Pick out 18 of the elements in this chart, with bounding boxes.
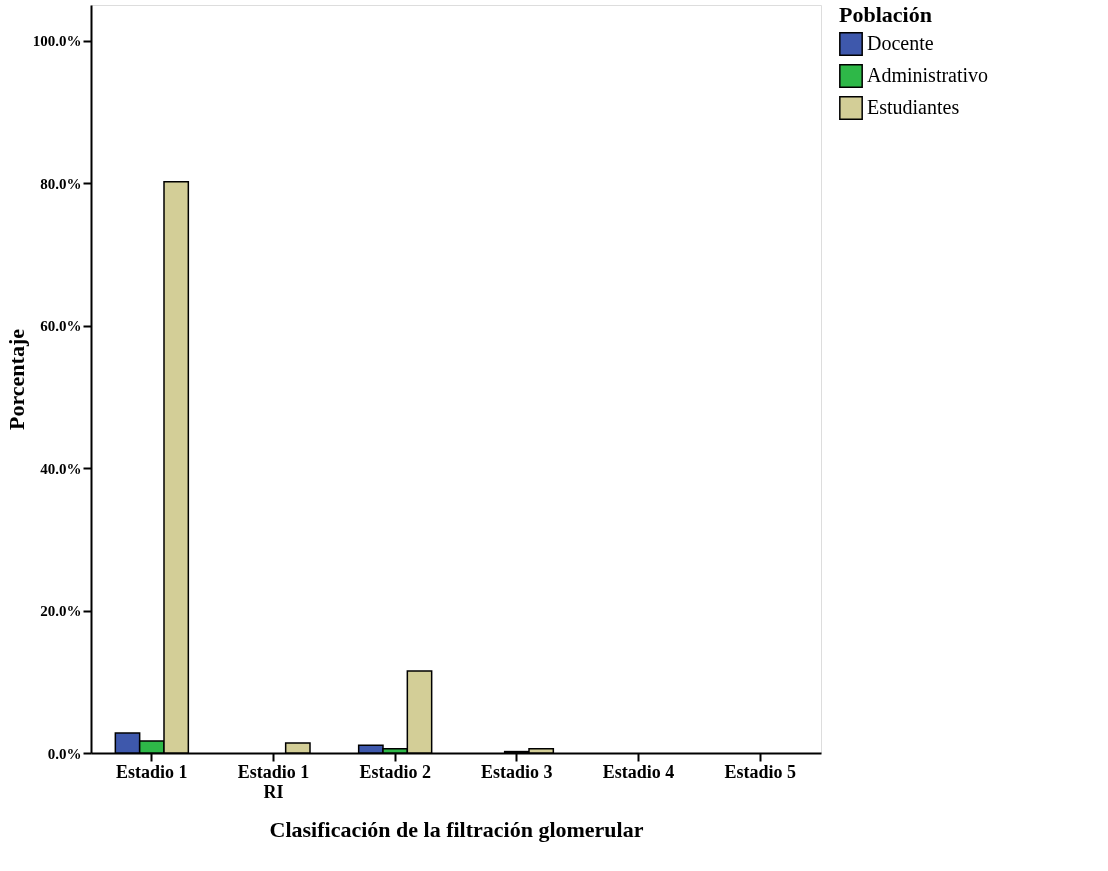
y-tick-label: 0.0% bbox=[47, 745, 82, 762]
x-tick-label: Estadio 4 bbox=[602, 761, 675, 782]
x-axis-title: Clasificación de la filtración glomerular bbox=[269, 816, 644, 842]
y-tick-label: 20.0% bbox=[40, 603, 82, 620]
legend-label: Docente bbox=[867, 32, 934, 54]
legend-title: Población bbox=[839, 2, 932, 27]
y-tick-label: 60.0% bbox=[40, 318, 82, 335]
y-tick-label: 100.0% bbox=[32, 33, 82, 50]
x-tick-label: Estadio 1 bbox=[116, 761, 188, 782]
legend-label: Estudiantes bbox=[867, 96, 960, 118]
y-tick-label: 80.0% bbox=[40, 175, 82, 192]
x-tick-label: Estadio 2 bbox=[359, 761, 431, 782]
x-tick-label: Estadio 1 RI bbox=[237, 761, 310, 802]
y-axis-title: Porcentaje bbox=[3, 328, 29, 430]
x-tick-label: Estadio 5 bbox=[724, 761, 796, 782]
x-tick-label: Estadio 3 bbox=[481, 761, 553, 782]
y-tick-label: 40.0% bbox=[40, 460, 82, 477]
legend-label: Administrativo bbox=[867, 64, 989, 86]
